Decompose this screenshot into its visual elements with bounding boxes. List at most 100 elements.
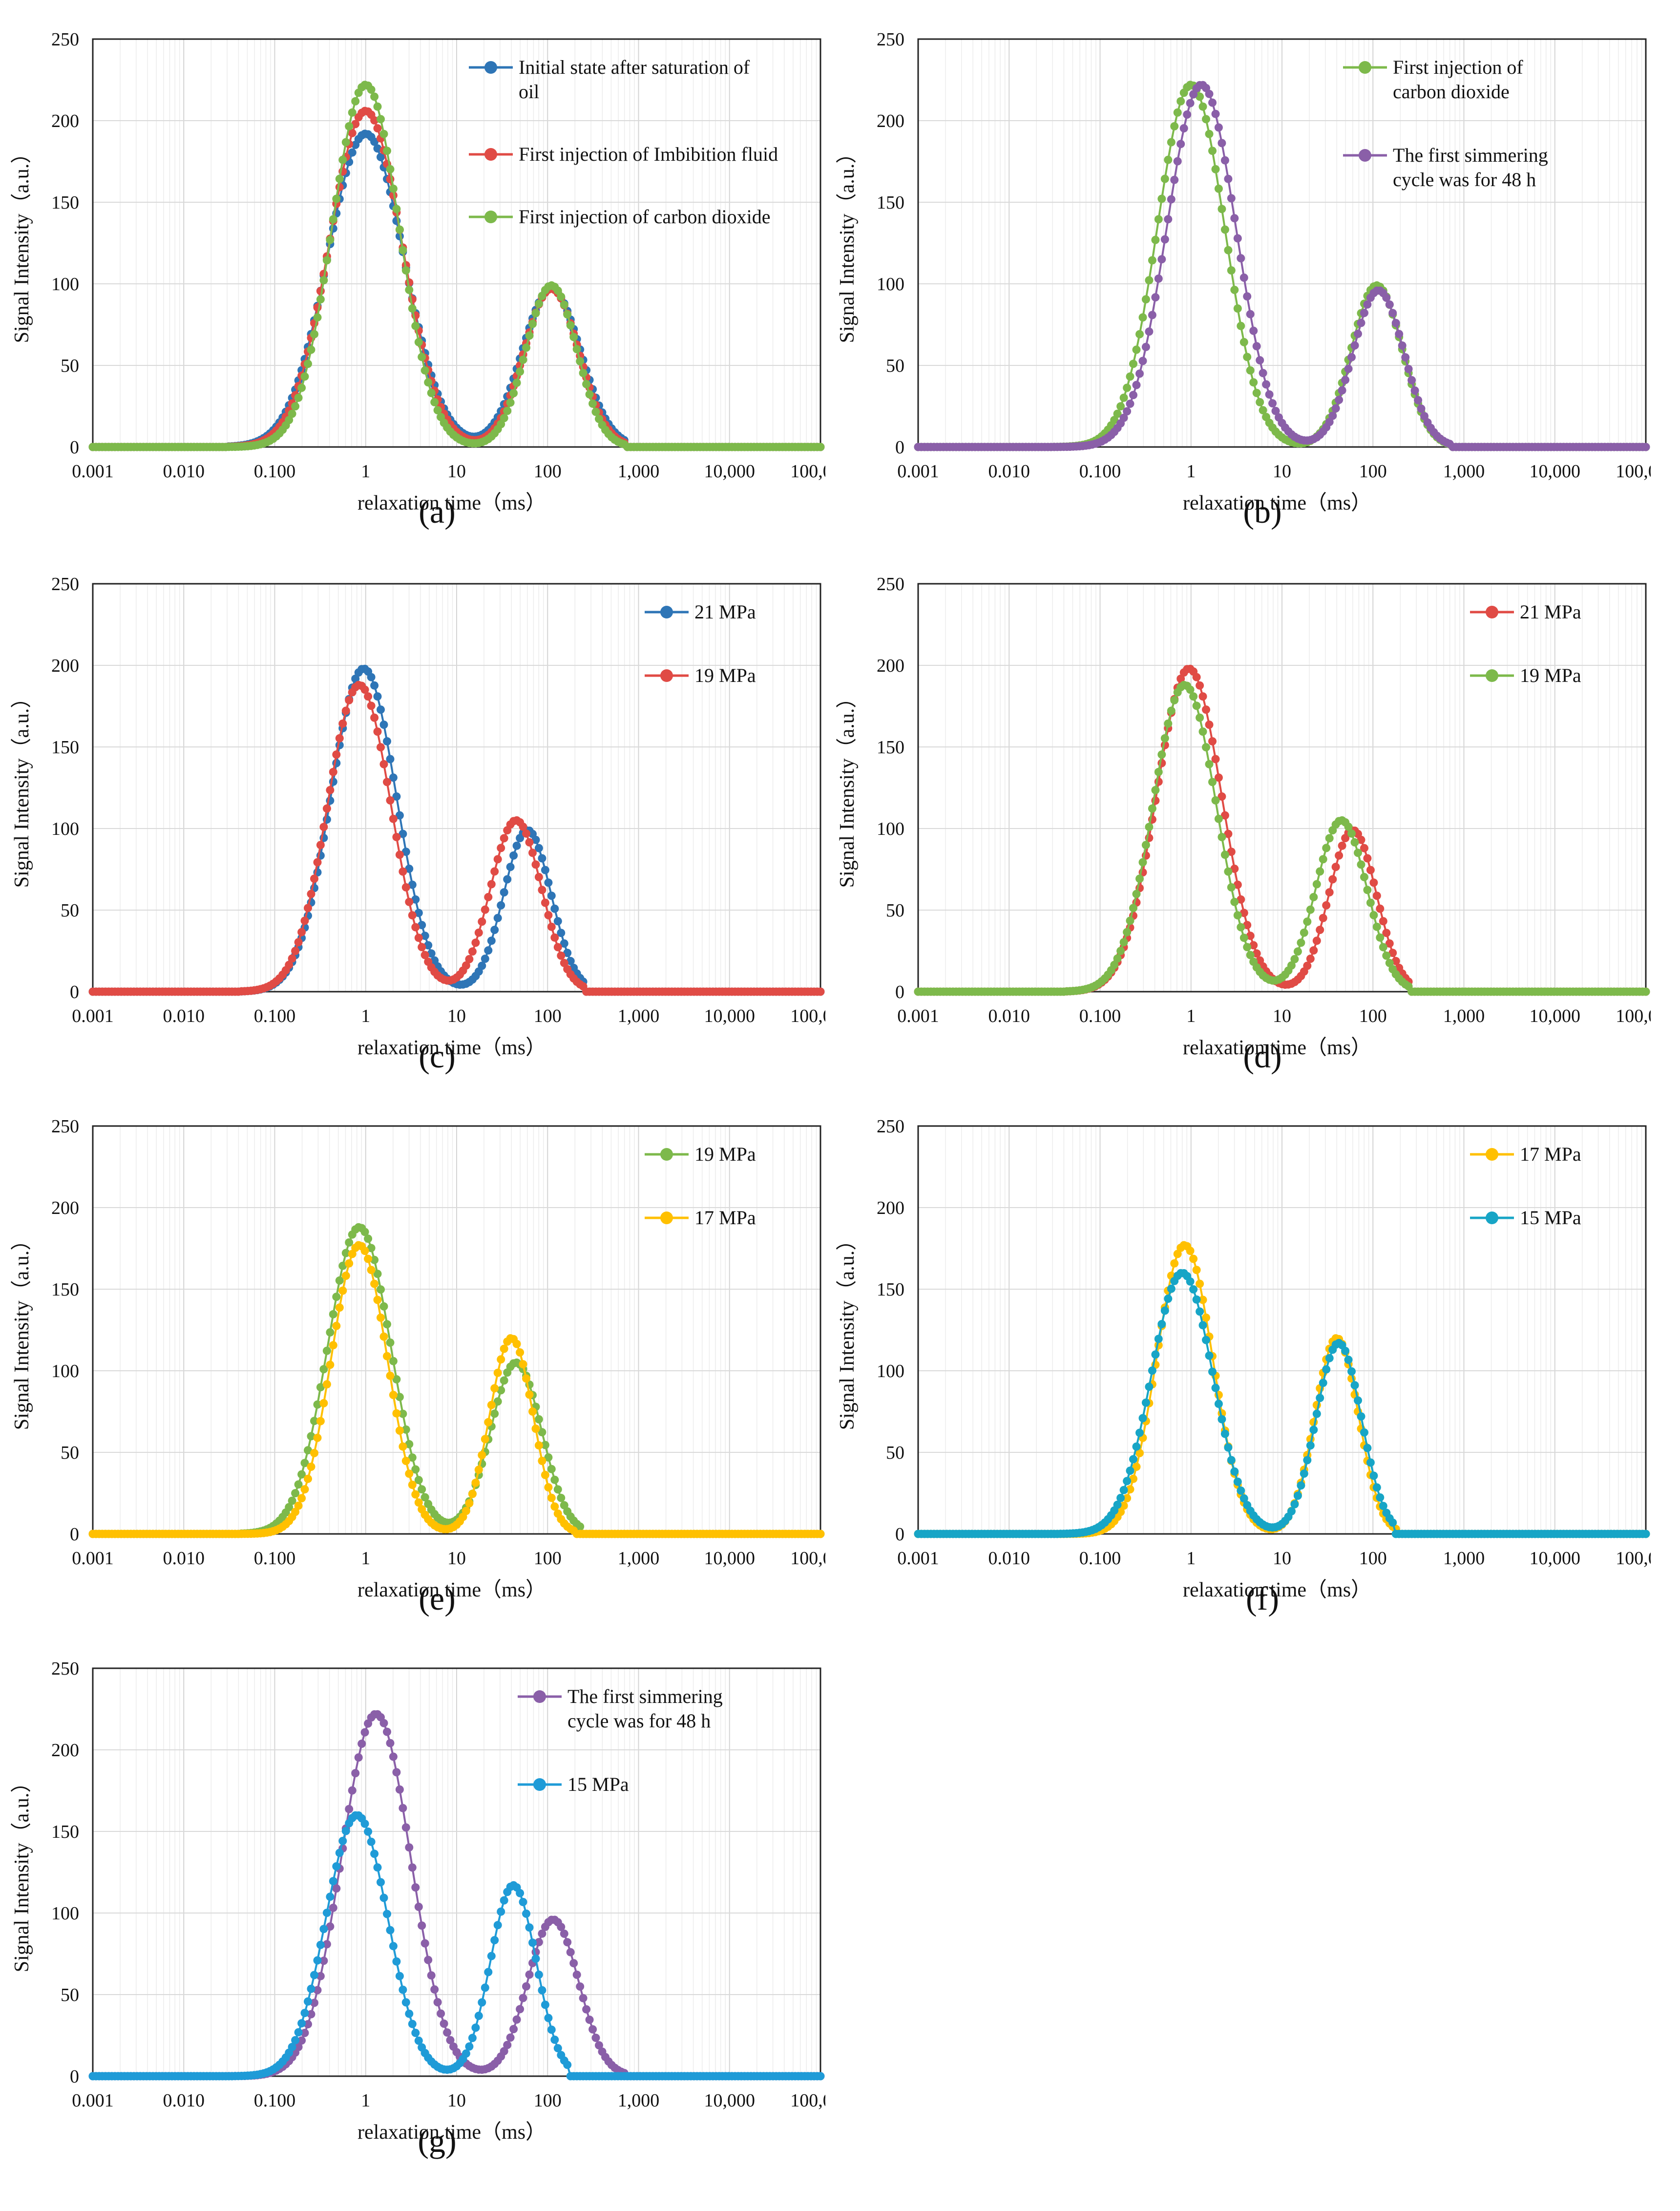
data-point [1151,786,1160,794]
data-point [383,1910,391,1918]
x-tick-label: 100 [534,461,562,482]
data-point [389,814,398,823]
data-point [335,1303,344,1312]
data-point [1119,938,1128,947]
data-point [557,1923,566,1931]
data-point [1224,1443,1233,1452]
data-point [399,867,407,876]
data-point [329,215,337,224]
data-point [1401,353,1410,361]
data-point [414,1476,423,1485]
data-point [493,1921,502,1930]
data-point [588,2025,597,2034]
data-point [1360,1428,1368,1437]
data-point [550,1502,559,1511]
data-point [1192,702,1201,710]
gridlines [92,1668,820,2076]
data-point [576,357,585,365]
data-point [310,330,318,339]
legend-item: 19 MPa [645,664,756,686]
data-point [1154,767,1163,776]
data-point [550,1475,559,1484]
data-point [576,1522,585,1531]
data-point [503,875,512,884]
data-point [408,1863,417,1872]
data-point [408,880,417,889]
panel-label: (a) [419,493,455,530]
data-point [304,1997,312,2006]
data-point [484,893,493,901]
data-point [1385,958,1394,967]
legend-marker [533,1690,546,1703]
x-tick-label: 100,000 [790,1548,825,1569]
data-point [509,389,518,398]
legend: 19 MPa 17 MPa [645,1143,756,1229]
data-point [1138,357,1147,365]
data-point [424,378,433,387]
data-point [348,148,357,157]
data-point [1322,901,1331,910]
data-point [395,1426,404,1435]
data-point [399,1442,407,1451]
data-point [408,1453,417,1462]
series-1 [914,81,1650,451]
data-point [1243,943,1252,952]
data-point [297,1494,306,1503]
x-tick-label: 10 [447,1548,466,1569]
data-point [1202,743,1210,752]
legend: First injection of carbon dioxide The firs… [1343,56,1548,191]
legend: 17 MPa 15 MPa [1470,1143,1581,1229]
y-tick-label: 150 [51,1822,79,1842]
data-point [553,943,562,952]
data-point [401,1823,410,1832]
gridlines [92,583,820,992]
legend-item: 19 MPa [1470,664,1581,686]
data-point [1341,376,1350,384]
data-point [557,929,566,937]
data-point [300,1485,309,1494]
data-point [1641,443,1650,451]
data-point [351,97,360,106]
data-point [310,1971,318,1979]
data-point [500,834,508,843]
data-point [1249,326,1258,335]
legend-marker [1486,606,1498,618]
data-point [547,2025,556,2034]
data-point [1173,1250,1182,1258]
data-point [1344,364,1353,373]
data-point [294,938,303,947]
data-point [585,390,594,399]
data-point [1246,366,1255,375]
data-point [367,1837,376,1846]
data-point [1246,310,1255,319]
data-point [389,184,398,193]
data-point [360,1228,369,1236]
data-point [1300,928,1308,937]
data-point [1357,319,1365,327]
data-point [373,1296,382,1304]
data-point [373,144,382,153]
data-point [377,1878,385,1887]
data-point [1338,841,1346,850]
data-point [1350,838,1359,847]
data-point [379,1893,388,1902]
data-point [291,2036,300,2044]
data-point [1243,292,1252,301]
y-tick-label: 50 [61,1985,79,2005]
data-point [534,299,543,308]
x-tick-label: 100 [534,1006,562,1026]
data-point [401,266,410,275]
panel-label: (e) [419,1580,455,1617]
data-point [1363,886,1372,894]
data-point [304,1446,312,1455]
data-point [1126,1467,1134,1475]
data-point [1198,1296,1207,1304]
data-point [310,874,318,883]
chart-panel-g: 0 50 100 150 200 250 0.001 0.010 0.100 1 10 100 1,00… [11,1658,825,2159]
data-point [351,674,360,683]
data-point [386,796,395,805]
data-point [1360,872,1368,881]
data-point [300,2009,309,2018]
data-point [1214,184,1223,193]
data-point [1243,353,1252,361]
